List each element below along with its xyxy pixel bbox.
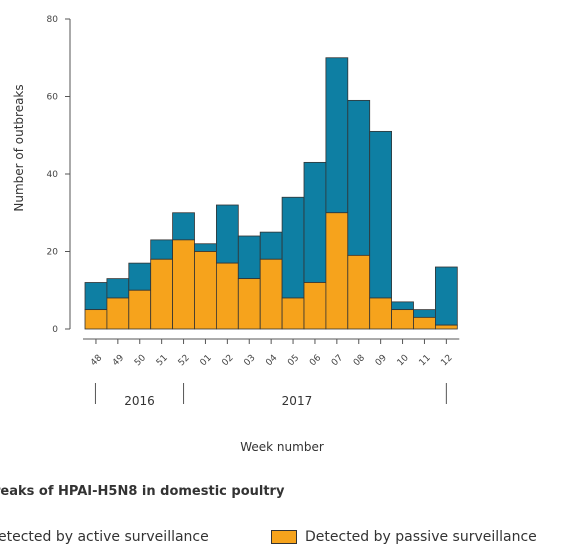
bar-passive-09 <box>369 297 393 330</box>
bar-passive-07 <box>325 212 349 330</box>
bar-passive-04 <box>259 258 283 330</box>
bar-passive-01 <box>194 251 217 330</box>
x-tick-label-50: 50 <box>133 353 148 368</box>
x-tick-label-12: 12 <box>439 353 454 368</box>
x-axis: 48 49 50 51 52 01 02 03 04 05 06 07 08 09 10 11 12 <box>83 338 460 368</box>
bar-passive-51 <box>150 258 173 330</box>
year-groups: 2016 2017 <box>94 383 447 408</box>
bar-passive-48 <box>84 309 108 330</box>
bar-passive-49 <box>106 297 130 330</box>
bar-active-07 <box>325 57 349 214</box>
x-tick-label-04: 04 <box>264 353 279 368</box>
bar-active-11 <box>413 309 436 318</box>
bar-passive-08 <box>347 254 371 330</box>
bar-passive-11 <box>413 316 436 330</box>
bar-active-52 <box>172 212 195 241</box>
y-tick-label: 40 <box>47 170 59 180</box>
bar-active-01 <box>194 243 217 252</box>
legend-passive-swatch <box>271 530 297 544</box>
x-tick-label-49: 49 <box>111 353 126 368</box>
x-tick-label-03: 03 <box>242 353 257 368</box>
y-axis-title: Number of outbreaks <box>12 84 26 211</box>
y-tick-label: 60 <box>47 93 59 103</box>
legend-passive-label: Detected by passive surveillance <box>305 529 537 545</box>
bar-passive-03 <box>237 278 261 330</box>
bar-active-50 <box>128 262 152 291</box>
legend-active-label: etected by active surveillance <box>0 529 209 545</box>
legend-title: reaks of HPAI-H5N8 in domestic poultry <box>0 484 285 499</box>
bar-active-49 <box>106 278 130 299</box>
year-label-2016: 2016 <box>124 394 155 408</box>
y-axis: 0 20 40 60 80 <box>47 15 71 335</box>
bars <box>84 57 458 330</box>
y-tick-label: 80 <box>47 15 59 25</box>
bar-active-48 <box>84 282 108 311</box>
bar-passive-52 <box>172 239 195 330</box>
bar-passive-50 <box>128 289 152 330</box>
bar-active-05 <box>281 196 305 299</box>
x-tick-label-10: 10 <box>396 353 411 368</box>
bar-passive-10 <box>391 309 414 330</box>
bar-active-12 <box>434 266 458 326</box>
x-tick-label-08: 08 <box>352 353 367 368</box>
x-tick-label-05: 05 <box>286 353 301 368</box>
bar-passive-05 <box>281 297 305 330</box>
x-tick-label-06: 06 <box>308 353 323 368</box>
x-tick-label-11: 11 <box>418 353 433 368</box>
bar-active-09 <box>369 130 393 299</box>
legend-item-passive: Detected by passive surveillance <box>271 529 537 545</box>
bar-active-03 <box>237 235 261 280</box>
x-tick-label-01: 01 <box>199 353 214 368</box>
bar-passive-02 <box>215 262 239 330</box>
bar-active-04 <box>259 231 283 260</box>
x-tick-label-51: 51 <box>155 353 170 368</box>
x-tick-label-52: 52 <box>177 353 192 368</box>
x-tick-label-07: 07 <box>330 353 345 368</box>
x-axis-title: Week number <box>240 440 324 454</box>
bar-passive-06 <box>303 282 327 330</box>
y-tick-label: 0 <box>52 325 58 335</box>
y-tick-label: 20 <box>47 248 59 258</box>
bar-active-08 <box>347 99 371 256</box>
bar-active-06 <box>303 161 327 283</box>
x-tick-label-09: 09 <box>374 353 389 368</box>
bar-active-10 <box>391 301 414 311</box>
bar-active-02 <box>215 204 239 264</box>
x-tick-label-02: 02 <box>220 353 235 368</box>
legend-item-active: etected by active surveillance <box>0 529 209 545</box>
bar-active-51 <box>150 239 173 260</box>
x-tick-label-48: 48 <box>89 353 104 368</box>
year-label-2017: 2017 <box>282 394 313 408</box>
bar-passive-12 <box>434 324 458 330</box>
